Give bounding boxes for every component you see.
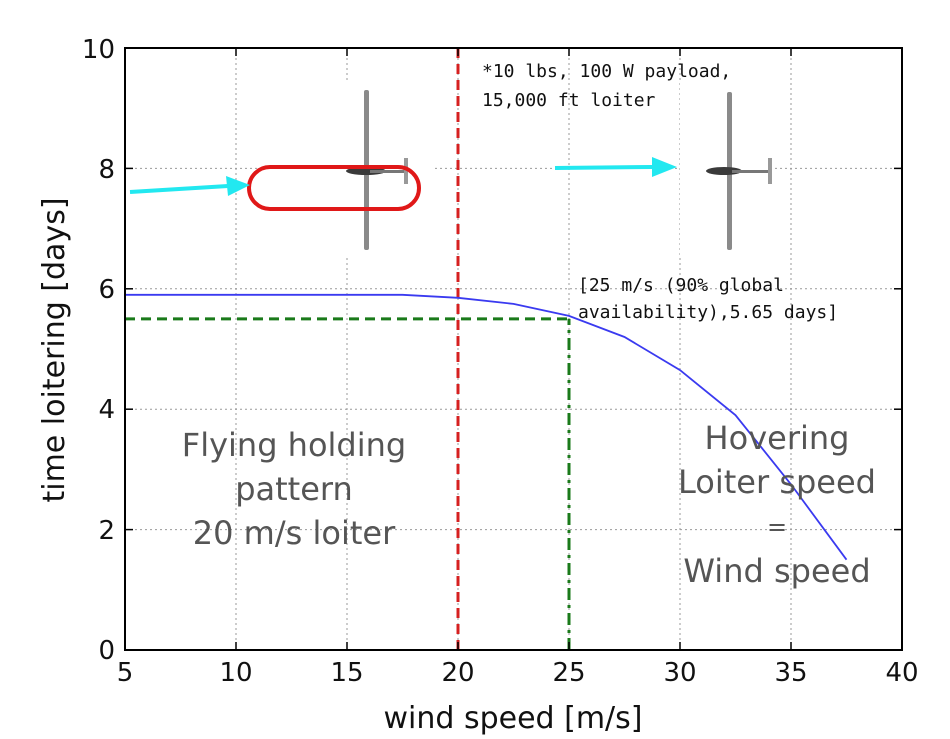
glider-aircraft-icon: [680, 82, 775, 257]
x-tick-label: 10: [219, 658, 252, 688]
reference-lines: [125, 48, 571, 650]
y-tick-label: 6: [98, 275, 115, 305]
y-tick-label: 8: [98, 155, 115, 185]
x-tick-label: 5: [117, 658, 134, 688]
x-tick-label: 15: [330, 658, 363, 688]
arrow-icon: [554, 157, 677, 177]
y-tick-label: 4: [98, 395, 115, 425]
payload-note-line1: *10 lbs, 100 W payload,: [482, 61, 731, 82]
x-tick-label: 25: [552, 658, 585, 688]
left-region-label-line2: pattern: [235, 470, 353, 508]
right-region-label-line3: =: [767, 513, 787, 541]
right-region-label-line2: Loiter speed: [678, 463, 876, 501]
y-axis-label: time loitering [days]: [37, 197, 72, 502]
left-region-label-line3: 20 m/s loiter: [193, 514, 396, 552]
tick-marks: [124, 47, 903, 651]
plot-frame: [124, 47, 903, 651]
x-tick-label: 30: [663, 658, 696, 688]
series-group: [125, 293, 848, 561]
payload-note-line2: 15,000 ft loiter: [482, 90, 656, 111]
y-tick-labels: 0 2 4 6 8 10: [82, 35, 115, 666]
y-tick-label: 2: [98, 516, 115, 546]
x-tick-label: 35: [774, 658, 807, 688]
loiter-time-line: [125, 293, 848, 561]
x-tick-label: 20: [441, 658, 474, 688]
holding-pattern-racetrack: [247, 165, 421, 211]
x-tick-labels: 5 10 15 20 25 30 35 40: [117, 658, 919, 688]
right-region-label-line1: Hovering: [705, 419, 850, 457]
y-tick-label: 10: [82, 35, 115, 65]
point-annotation-line2: availability),5.65 days]: [578, 302, 838, 323]
left-region-label-line1: Flying holding: [182, 426, 406, 464]
x-tick-label: 40: [885, 658, 918, 688]
point-annotation-line1: [25 m/s (90% global: [578, 275, 784, 296]
right-region-label-line4: Wind speed: [683, 552, 870, 590]
y-tick-label: 0: [98, 636, 115, 666]
x-axis-label: wind speed [m/s]: [384, 701, 643, 736]
arrow-icon: [129, 176, 250, 196]
